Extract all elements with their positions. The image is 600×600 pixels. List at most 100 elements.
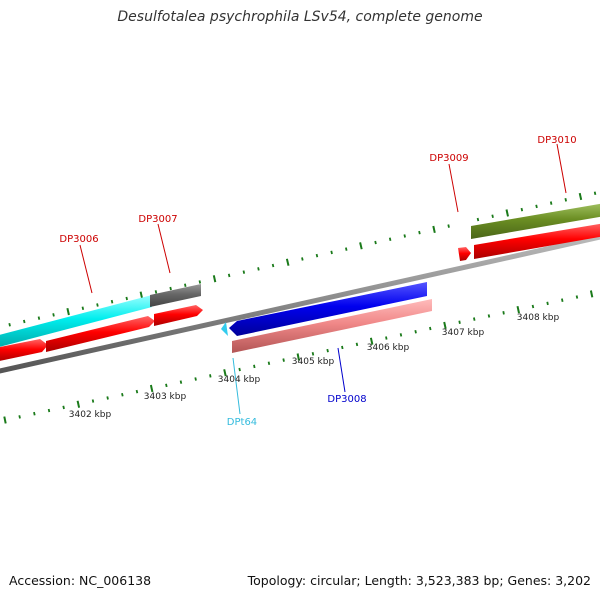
major-tick xyxy=(443,321,447,330)
minor-tick xyxy=(355,342,359,347)
minor-tick xyxy=(429,326,432,331)
cds-arrow-3[interactable] xyxy=(154,305,203,326)
minor-tick xyxy=(18,415,21,419)
topology-summary: Topology: circular; Length: 3,523,383 bp… xyxy=(247,573,591,588)
minor-tick xyxy=(165,383,168,388)
minor-tick xyxy=(399,333,403,337)
minor-tick xyxy=(198,280,202,284)
feature-cyan-bar[interactable] xyxy=(0,295,152,348)
minor-tick xyxy=(374,240,377,245)
minor-tick xyxy=(169,286,172,291)
minor-tick xyxy=(301,257,304,261)
minor-tick xyxy=(23,319,26,324)
minor-tick xyxy=(47,408,51,413)
minor-tick xyxy=(8,323,11,327)
major-tick xyxy=(369,337,374,345)
scale-label-3407: 3407 kbp xyxy=(442,328,485,338)
major-tick xyxy=(212,275,217,283)
minor-tick xyxy=(564,198,567,202)
major-tick xyxy=(359,242,363,250)
major-tick xyxy=(223,369,227,377)
minor-tick xyxy=(52,313,55,317)
feature-pink-bar[interactable] xyxy=(232,299,432,353)
cds-arrow-5[interactable] xyxy=(474,223,600,259)
cds-arrow-4[interactable] xyxy=(458,247,471,261)
minor-tick xyxy=(487,314,491,318)
minor-tick xyxy=(315,253,319,258)
minor-tick xyxy=(458,320,461,324)
minor-tick xyxy=(110,299,114,304)
feature-gray-bar[interactable] xyxy=(150,284,201,307)
scale-label-3402: 3402 kbp xyxy=(69,410,112,420)
major-tick xyxy=(296,353,300,361)
major-tick xyxy=(149,384,154,393)
gene-label-dp3008[interactable]: DP3008 xyxy=(327,394,366,405)
minor-tick xyxy=(184,283,187,287)
minor-tick xyxy=(106,396,109,400)
scale-label-3403: 3403 kbp xyxy=(144,392,187,402)
minor-tick xyxy=(125,296,128,301)
genome-backbone xyxy=(0,234,600,374)
feature-blue-arrow[interactable] xyxy=(229,282,427,336)
minor-tick xyxy=(385,336,388,340)
major-tick xyxy=(76,400,81,408)
scale-label-3405: 3405 kbp xyxy=(292,357,335,367)
minor-tick xyxy=(473,317,476,321)
outer-tick-row xyxy=(8,191,597,327)
minor-tick xyxy=(37,316,41,320)
gene-label-dp3009[interactable]: DP3009 xyxy=(429,153,468,164)
major-tick xyxy=(139,291,144,299)
gene-label-dpt64[interactable]: DPt64 xyxy=(227,417,257,428)
minor-tick xyxy=(253,364,256,369)
gene-label-dp3010[interactable]: DP3010 xyxy=(537,135,576,146)
minor-tick xyxy=(81,306,85,310)
minor-tick xyxy=(341,345,344,350)
minor-tick xyxy=(135,389,139,394)
minor-tick xyxy=(418,230,421,235)
minor-tick xyxy=(121,393,124,397)
leader-line-dp3010 xyxy=(556,143,567,194)
feature-olive-bar[interactable] xyxy=(471,203,600,239)
major-tick xyxy=(285,258,290,266)
leader-line-dp3009 xyxy=(448,163,459,213)
feature-trna-marker[interactable] xyxy=(221,322,228,336)
minor-tick xyxy=(179,380,183,384)
cds-arrow-2[interactable] xyxy=(46,316,155,352)
minor-tick xyxy=(561,298,564,302)
minor-tick xyxy=(227,273,231,278)
scale-label-3408: 3408 kbp xyxy=(517,313,560,323)
scale-label-3406: 3406 kbp xyxy=(367,343,410,353)
minor-tick xyxy=(502,311,505,315)
minor-tick xyxy=(154,290,158,294)
minor-tick xyxy=(194,377,197,381)
minor-tick xyxy=(531,304,535,309)
minor-tick xyxy=(345,247,348,251)
minor-tick xyxy=(282,358,285,362)
minor-tick xyxy=(267,361,271,365)
major-tick xyxy=(578,192,583,201)
minor-tick xyxy=(238,367,241,372)
minor-tick xyxy=(91,399,95,403)
minor-tick xyxy=(535,204,538,209)
minor-tick xyxy=(62,405,65,410)
minor-tick xyxy=(242,270,246,274)
major-tick xyxy=(505,209,509,217)
gene-label-dp3006[interactable]: DP3006 xyxy=(59,234,98,245)
minor-tick xyxy=(520,207,524,212)
accession-text: Accession: NC_006138 xyxy=(9,573,152,588)
minor-tick xyxy=(575,295,579,299)
scale-label-3404: 3404 kbp xyxy=(218,375,261,385)
minor-tick xyxy=(326,348,329,353)
leader-line-dp3007 xyxy=(157,223,171,274)
major-tick xyxy=(589,290,594,298)
minor-tick xyxy=(311,352,315,356)
minor-tick xyxy=(388,237,392,241)
minor-tick xyxy=(271,263,275,268)
cds-arrow-1[interactable] xyxy=(0,339,48,362)
minor-tick xyxy=(491,214,494,218)
minor-tick xyxy=(447,224,450,228)
map-title: Desulfotalea psychrophila LSv54, complet… xyxy=(117,9,483,25)
minor-tick xyxy=(209,374,212,378)
gene-label-dp3007[interactable]: DP3007 xyxy=(138,214,177,225)
